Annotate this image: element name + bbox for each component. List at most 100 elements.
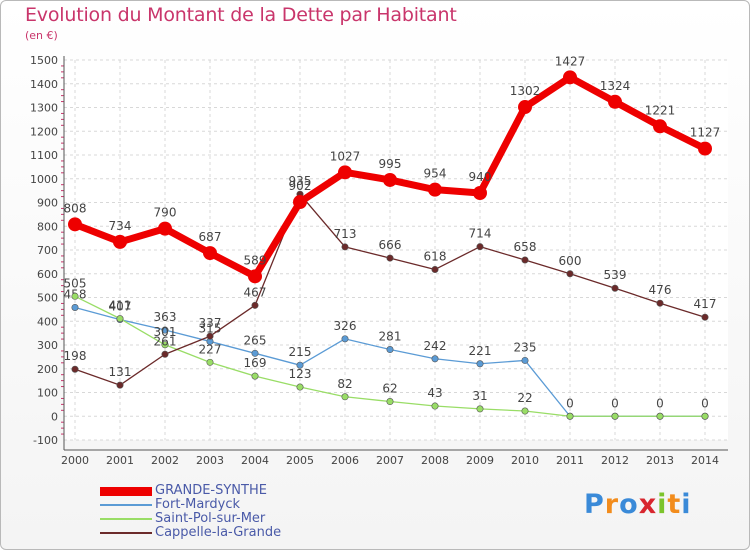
y-tick-label: 700: [37, 244, 58, 257]
data-label: 123: [289, 367, 312, 381]
data-point: [698, 141, 712, 156]
data-label: 1127: [690, 126, 721, 140]
legend-swatch: [100, 518, 152, 520]
data-point: [161, 350, 169, 358]
data-label: 505: [64, 276, 87, 290]
data-point: [521, 256, 529, 264]
x-tick-label: 2005: [286, 454, 314, 467]
data-point: [71, 303, 79, 311]
y-tick-label: 200: [37, 363, 58, 376]
data-label: 261: [154, 334, 177, 348]
data-label: 198: [64, 349, 87, 363]
data-point: [656, 412, 664, 420]
data-point: [338, 165, 352, 180]
data-label: 411: [109, 299, 132, 313]
data-label: 1027: [330, 149, 361, 163]
data-label: 337: [199, 316, 222, 330]
data-label: 658: [514, 240, 537, 254]
series-cappelle-la-grande: 198 131 261 337 467 935 713 666 618 714 658 600 539 4…: [64, 174, 717, 389]
data-point: [611, 412, 619, 420]
data-point: [161, 341, 169, 349]
y-tick-label: 500: [37, 292, 58, 305]
data-point: [566, 412, 574, 420]
data-label: 713: [334, 227, 357, 241]
data-label: 687: [199, 230, 222, 244]
x-tick-label: 2014: [691, 454, 719, 467]
data-point: [521, 356, 529, 364]
legend-swatch: [100, 532, 152, 534]
data-label: 1324: [600, 79, 631, 93]
data-point: [161, 326, 169, 334]
data-label: 363: [154, 310, 177, 324]
data-label: 0: [611, 396, 619, 410]
data-point: [113, 234, 127, 249]
data-label: 714: [469, 227, 492, 241]
logo-letter: o: [619, 489, 639, 520]
data-label: 1221: [645, 103, 676, 117]
data-point: [431, 355, 439, 363]
logo-letter: i: [657, 489, 668, 520]
data-label: 301: [154, 325, 177, 339]
data-label: 954: [424, 167, 447, 181]
x-tick-label: 2002: [151, 454, 179, 467]
data-label: 902: [289, 179, 312, 193]
legend-label: GRANDE-SYNTHE: [155, 483, 267, 498]
data-point: [68, 217, 82, 232]
data-label: 995: [379, 157, 402, 171]
data-label: 221: [469, 344, 492, 358]
y-tick-label: 100: [37, 387, 58, 400]
data-label: 1302: [510, 84, 541, 98]
data-point: [248, 269, 262, 284]
x-tick-label: 2006: [331, 454, 359, 467]
y-tick-label: 0: [51, 410, 58, 423]
x-tick-label: 2011: [556, 454, 584, 467]
data-label: 600: [559, 254, 582, 268]
data-label: 0: [656, 396, 664, 410]
data-label: 131: [109, 365, 132, 379]
data-label: 417: [694, 297, 717, 311]
data-point: [383, 172, 397, 187]
data-point: [701, 313, 709, 321]
data-point: [341, 243, 349, 251]
data-point: [296, 383, 304, 391]
data-point: [71, 365, 79, 373]
proxiti-logo: Proxiti: [584, 489, 692, 520]
data-label: 790: [154, 206, 177, 220]
y-tick-label: 1000: [30, 173, 58, 186]
data-label: 242: [424, 339, 447, 353]
data-point: [431, 402, 439, 410]
data-point: [473, 186, 487, 200]
y-tick-label: 300: [37, 339, 58, 352]
data-label: 22: [517, 391, 532, 405]
data-label: 467: [244, 285, 267, 299]
data-point: [611, 284, 619, 292]
chart-legend: GRANDE-SYNTHE Fort-Mardyck Saint-Pol-sur-M…: [100, 484, 281, 540]
y-tick-label: 1500: [30, 54, 58, 67]
data-label: 1427: [555, 54, 586, 68]
data-label: 476: [649, 283, 672, 297]
logo-letter: i: [681, 489, 692, 520]
data-label: 940: [469, 170, 492, 184]
data-point: [476, 405, 484, 413]
data-point: [296, 361, 304, 369]
x-tick-label: 2000: [61, 454, 89, 467]
data-label: 265: [244, 333, 267, 347]
data-point: [476, 360, 484, 368]
legend-label: Fort-Mardyck: [155, 497, 241, 512]
data-point: [251, 301, 259, 309]
data-point: [521, 407, 529, 415]
logo-letter: r: [604, 489, 620, 520]
data-label: 43: [427, 386, 442, 400]
data-point: [563, 70, 577, 85]
x-tick-label: 2007: [376, 454, 404, 467]
data-label: 618: [424, 249, 447, 263]
data-point: [701, 412, 709, 420]
legend-label: Saint-Pol-sur-Mer: [155, 511, 266, 526]
data-point: [206, 358, 214, 366]
data-label: 169: [244, 356, 267, 370]
x-tick-label: 2008: [421, 454, 449, 467]
data-label: 407: [109, 300, 132, 314]
y-tick-label: 600: [37, 268, 58, 281]
data-point: [656, 299, 664, 307]
